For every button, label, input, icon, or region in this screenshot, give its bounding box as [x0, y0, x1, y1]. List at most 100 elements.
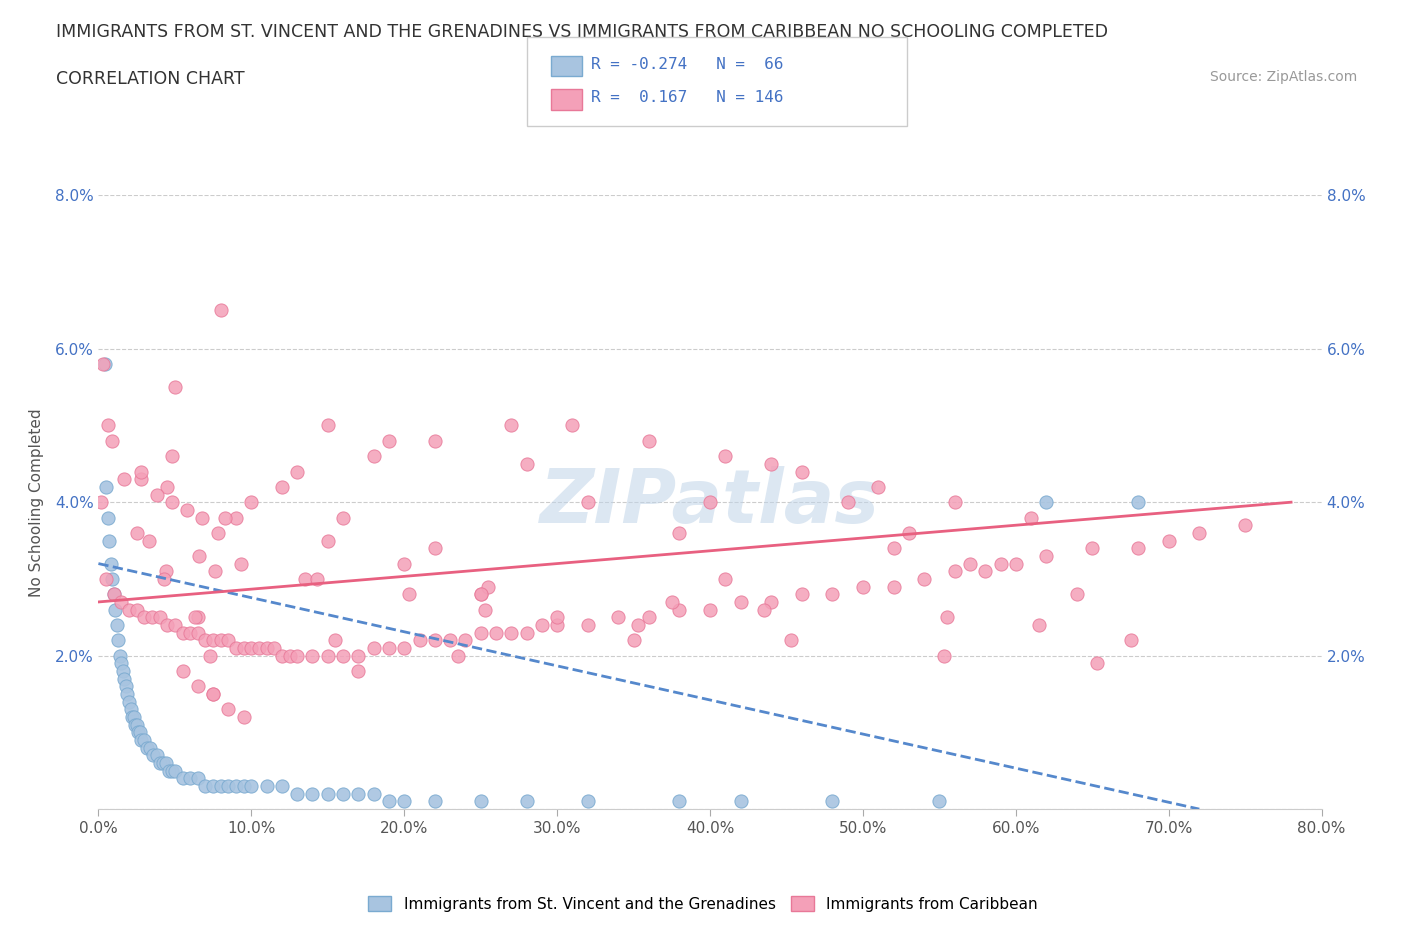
Point — [576, 794, 599, 809]
Point — [363, 786, 385, 801]
Point — [204, 564, 226, 578]
Point — [136, 740, 159, 755]
Point — [117, 686, 139, 701]
Point — [110, 656, 132, 671]
Point — [959, 556, 981, 571]
Point — [637, 610, 661, 625]
Point — [155, 755, 177, 770]
Point — [347, 664, 370, 679]
Point — [285, 786, 308, 801]
Point — [378, 641, 401, 656]
Point — [454, 632, 477, 647]
Point — [637, 433, 661, 448]
Point — [378, 794, 401, 809]
Point — [730, 794, 752, 809]
Point — [247, 641, 270, 656]
Point — [316, 786, 339, 801]
Point — [307, 571, 329, 587]
Point — [661, 594, 683, 609]
Point — [516, 794, 538, 809]
Point — [217, 632, 239, 647]
Text: IMMIGRANTS FROM ST. VINCENT AND THE GRENADINES VS IMMIGRANTS FROM CARIBBEAN NO S: IMMIGRANTS FROM ST. VINCENT AND THE GREN… — [56, 23, 1108, 41]
Point — [98, 533, 121, 548]
Point — [184, 610, 207, 625]
Point — [378, 433, 401, 448]
Point — [897, 525, 920, 540]
Point — [125, 603, 148, 618]
Point — [191, 510, 214, 525]
Point — [821, 794, 844, 809]
Point — [172, 664, 194, 679]
Point — [474, 603, 496, 618]
Point — [943, 495, 966, 510]
Point — [447, 648, 470, 663]
Point — [668, 603, 690, 618]
Point — [122, 710, 145, 724]
Point — [668, 525, 690, 540]
Point — [121, 710, 143, 724]
Point — [179, 625, 201, 640]
Point — [332, 510, 354, 525]
Point — [187, 771, 209, 786]
Point — [149, 610, 172, 625]
Point — [105, 618, 128, 632]
Point — [127, 725, 149, 740]
Point — [332, 648, 354, 663]
Point — [714, 571, 737, 587]
Point — [125, 717, 148, 732]
Point — [153, 571, 176, 587]
Point — [172, 771, 194, 786]
Point — [1234, 518, 1257, 533]
Point — [301, 786, 323, 801]
Point — [1035, 549, 1057, 564]
Point — [301, 648, 323, 663]
Point — [111, 664, 134, 679]
Point — [470, 625, 492, 640]
Point — [332, 786, 354, 801]
Point — [194, 632, 217, 647]
Point — [883, 579, 905, 594]
Point — [187, 679, 209, 694]
Point — [627, 618, 650, 632]
Point — [141, 610, 163, 625]
Point — [100, 556, 122, 571]
Point — [202, 632, 225, 647]
Point — [759, 594, 782, 609]
Point — [1066, 587, 1088, 602]
Point — [516, 457, 538, 472]
Point — [112, 472, 135, 486]
Point — [225, 510, 247, 525]
Point — [623, 632, 645, 647]
Point — [546, 610, 568, 625]
Point — [142, 748, 165, 763]
Point — [91, 357, 114, 372]
Point — [129, 472, 152, 486]
Point — [423, 632, 446, 647]
Point — [101, 433, 124, 448]
Point — [160, 495, 183, 510]
Point — [1119, 632, 1142, 647]
Point — [516, 625, 538, 640]
Point — [149, 755, 172, 770]
Point — [118, 603, 141, 618]
Point — [607, 610, 630, 625]
Point — [134, 733, 156, 748]
Point — [1081, 540, 1104, 555]
Point — [408, 632, 430, 647]
Point — [423, 794, 446, 809]
Point — [912, 571, 935, 587]
Point — [470, 587, 492, 602]
Point — [217, 778, 239, 793]
Point — [134, 610, 156, 625]
Point — [1004, 556, 1026, 571]
Point — [93, 357, 115, 372]
Point — [198, 648, 221, 663]
Point — [97, 418, 120, 432]
Point — [285, 464, 308, 479]
Point — [202, 686, 225, 701]
Point — [128, 725, 150, 740]
Point — [278, 648, 301, 663]
Point — [163, 379, 186, 394]
Point — [821, 587, 844, 602]
Point — [108, 648, 131, 663]
